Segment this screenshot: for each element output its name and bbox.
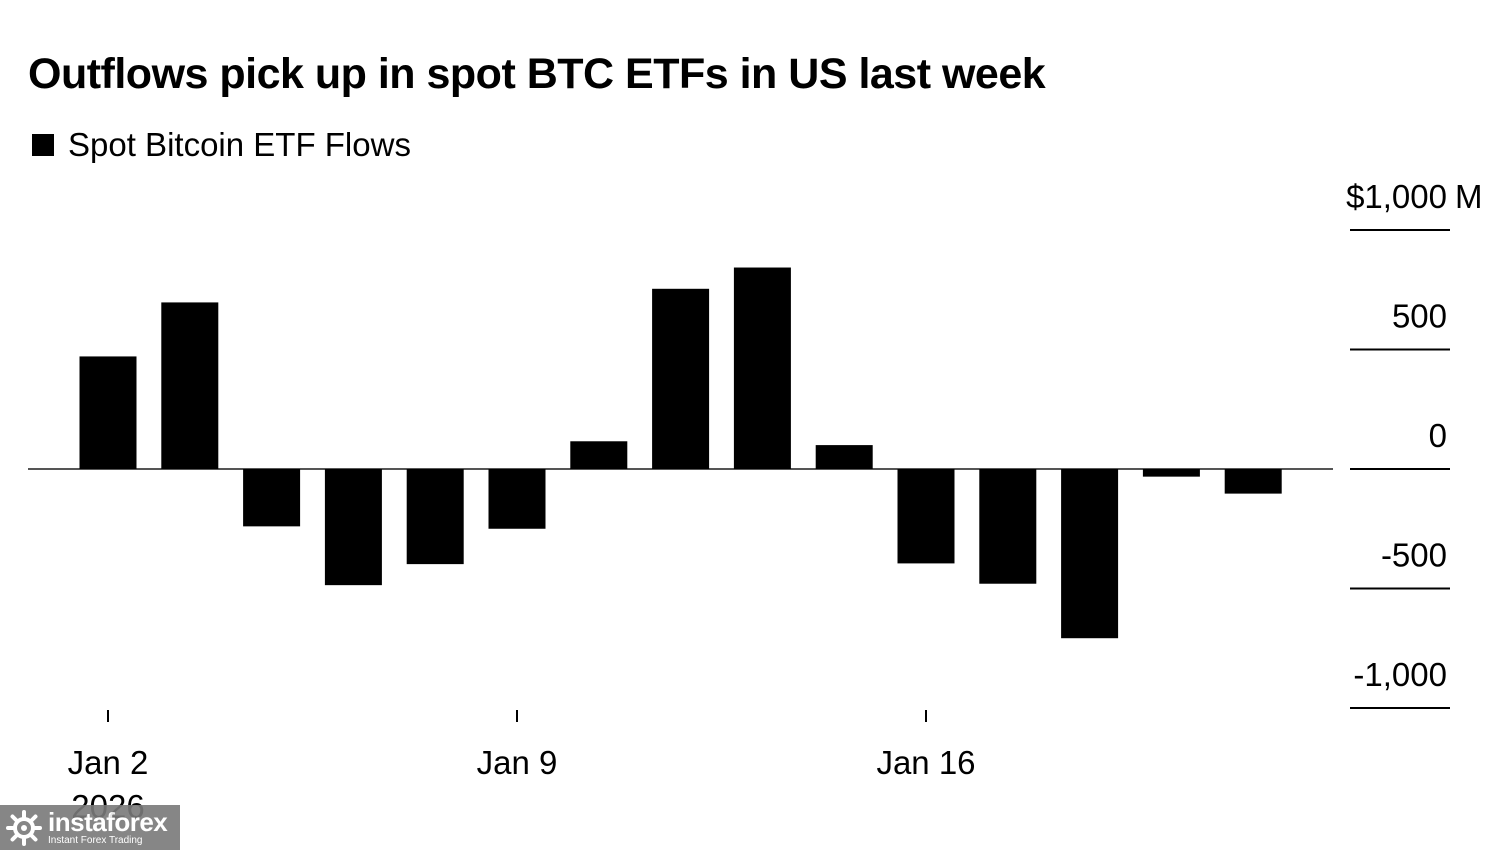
bar bbox=[897, 469, 955, 564]
y-tick-label: -500 bbox=[1381, 537, 1447, 574]
x-tick-label: Jan 9 bbox=[477, 744, 558, 781]
y-tick-label: 500 bbox=[1392, 298, 1447, 335]
bar bbox=[161, 302, 219, 469]
legend: Spot Bitcoin ETF Flows bbox=[32, 126, 411, 164]
bar bbox=[406, 469, 464, 565]
bar bbox=[815, 445, 873, 469]
y-tick-unit: M bbox=[1455, 178, 1483, 215]
x-tick-label: Jan 2 bbox=[68, 744, 149, 781]
legend-swatch bbox=[32, 134, 54, 156]
bar bbox=[1061, 469, 1119, 639]
chart-title: Outflows pick up in spot BTC ETFs in US … bbox=[28, 50, 1046, 98]
x-tick-label: Jan 16 bbox=[876, 744, 975, 781]
bar bbox=[1142, 469, 1200, 477]
legend-label: Spot Bitcoin ETF Flows bbox=[68, 126, 411, 163]
y-tick-label: 0 bbox=[1429, 417, 1447, 454]
watermark-brand: instaforex bbox=[48, 807, 168, 837]
bar bbox=[979, 469, 1037, 584]
bar bbox=[570, 441, 628, 469]
bar bbox=[243, 469, 301, 527]
gear-logo-icon bbox=[6, 809, 42, 846]
bar bbox=[652, 288, 710, 469]
watermark-tagline: Instant Forex Trading bbox=[48, 835, 143, 846]
bar bbox=[733, 267, 791, 469]
bar bbox=[488, 469, 546, 529]
watermark: instaforex Instant Forex Trading bbox=[0, 805, 180, 850]
bar bbox=[1224, 469, 1282, 494]
bar bbox=[79, 356, 137, 469]
y-tick-label: -1,000 bbox=[1353, 656, 1447, 693]
y-tick-label: $1,000 bbox=[1346, 178, 1447, 215]
bar bbox=[324, 469, 382, 586]
